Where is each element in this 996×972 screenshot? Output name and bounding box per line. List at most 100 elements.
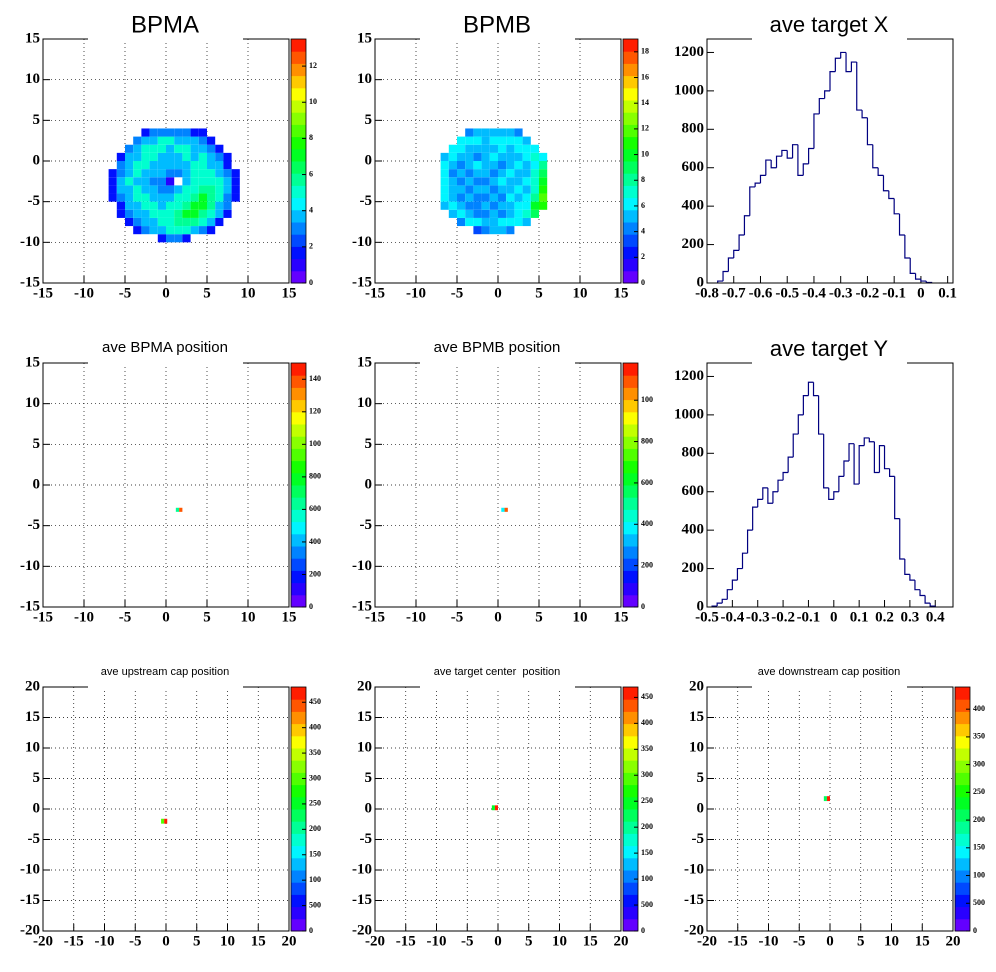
heat-cell [539,193,548,202]
chart-title: ave BPMB position [434,339,561,356]
y-tick-label: 10 [357,395,372,411]
heat-cell [198,226,207,235]
heat-cell [440,177,449,186]
heat-cell [506,193,515,202]
colorbar-band [623,582,638,596]
colorbar-band [623,570,638,584]
colorbar-label: 120 [309,407,321,416]
heat-cell [164,818,168,824]
heat-cell [166,136,175,145]
heat-cell [223,209,232,218]
heat-cell [489,209,498,218]
heat-cell [190,169,199,178]
heat-cell [174,144,183,153]
colorbar-label: 200 [973,815,985,824]
heat-cell [530,209,539,218]
histogram-bin [770,160,777,169]
colorbar-band [291,161,306,174]
histogram-bin [828,487,834,501]
x-tick-label: 5 [857,933,865,949]
colorbar-label: 100 [973,870,985,879]
heat-cell [174,136,183,145]
chart-title: ave target center position [434,666,561,678]
y-tick-label: 15 [357,30,372,46]
heat-cell [190,161,199,170]
heat-cell [473,152,482,161]
heat-cell [473,136,482,145]
heat-cell [489,161,498,170]
heat-cell [231,177,240,186]
colorbar-band [291,809,306,822]
heat-cell [108,193,117,202]
heat-cell [223,161,232,170]
heat-cell [174,217,183,227]
histogram-bin [909,574,915,581]
y-tick-label: -5 [360,831,373,847]
colorbar-band [291,845,306,859]
heat-cell [166,201,175,210]
heat-cell [539,201,548,210]
heat-cell [489,226,498,235]
heat-cell [498,169,507,178]
histogram-bin [858,445,865,485]
heat-cell [223,193,232,202]
heat-cell [116,152,125,161]
colorbar-label: 200 [309,824,321,833]
chart-title: ave upstream cap position [101,666,229,678]
heat-cell [506,201,515,210]
x-tick-label: 0 [494,933,502,949]
y-tick-label: 800 [682,121,705,137]
heat-cell [215,217,224,227]
heat-cell [133,177,142,186]
x-tick-label: -0.4 [720,609,744,625]
heat-cell [125,161,134,170]
heat-cell [514,144,523,153]
colorbar-label: 400 [641,718,653,727]
heat-cell [473,185,482,194]
heat-cell [215,185,224,194]
colorbar-band [291,173,306,186]
x-tick-label: -15 [728,933,748,949]
colorbar-band [291,185,306,199]
colorbar-band [623,699,638,712]
heat-cell [489,136,498,145]
y-tick-label: 20 [357,678,372,694]
histogram-bin [877,167,884,177]
heat-cell [157,152,166,161]
colorbar-band [623,521,638,535]
x-tick-label: -5 [461,933,474,949]
histogram-bin [894,476,900,520]
x-tick-label: -10 [406,285,426,301]
heat-cell [157,185,166,194]
y-tick-label: 0 [365,152,373,168]
colorbar-label: 500 [309,900,321,909]
heat-cell [157,201,166,210]
colorbar-band [291,760,306,773]
histogram-bin [759,174,766,184]
colorbar-band [623,809,638,822]
heat-cell [514,201,523,210]
title-box [420,17,575,41]
y-tick-label: 5 [365,436,373,452]
heat-cell [190,201,199,210]
histogram-bin [888,190,895,200]
colorbar-band [955,784,970,798]
x-tick-label: 15 [282,609,297,625]
colorbar-band [623,63,638,77]
histogram-bin [919,589,926,597]
heat-cell [448,152,457,161]
x-tick-label: -5 [451,609,464,625]
histogram-bin [717,280,724,283]
heat-cell [539,185,548,194]
colorbar-label: 350 [973,732,985,741]
heat-cell [125,169,134,178]
colorbar-band [291,582,306,596]
histogram-bin [716,602,723,607]
x-tick-label: 0.1 [938,285,957,301]
x-tick-label: 0 [494,609,502,625]
colorbar-label: 200 [641,822,653,831]
heat-cell [473,209,482,218]
heat-cell [133,193,142,202]
heat-cell [190,193,199,202]
heat-cell [182,152,191,161]
